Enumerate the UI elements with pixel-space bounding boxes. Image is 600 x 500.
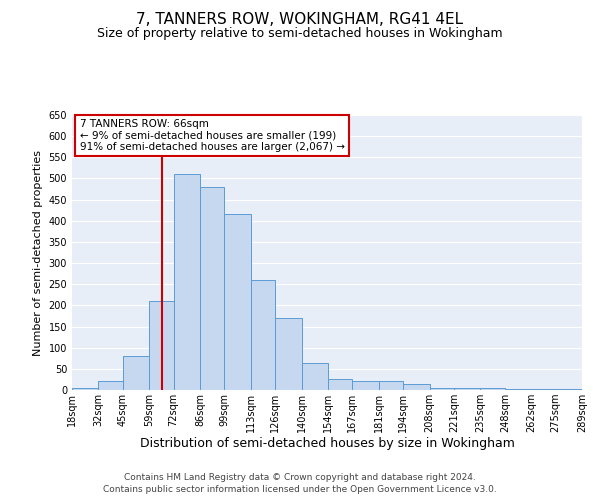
Bar xyxy=(430,388,454,390)
Bar xyxy=(275,318,302,390)
Bar xyxy=(149,301,173,390)
Bar xyxy=(531,388,556,390)
Bar xyxy=(328,378,352,390)
Y-axis label: Number of semi-detached properties: Number of semi-detached properties xyxy=(33,150,43,356)
Bar xyxy=(173,174,200,390)
Bar xyxy=(352,380,379,390)
Bar xyxy=(454,388,481,390)
Text: 7, TANNERS ROW, WOKINGHAM, RG41 4EL: 7, TANNERS ROW, WOKINGHAM, RG41 4EL xyxy=(136,12,464,28)
Bar xyxy=(556,388,582,390)
Text: Distribution of semi-detached houses by size in Wokingham: Distribution of semi-detached houses by … xyxy=(140,438,514,450)
Bar xyxy=(302,362,328,390)
Bar xyxy=(505,388,531,390)
Bar xyxy=(123,356,149,390)
Bar xyxy=(72,388,98,390)
Text: Size of property relative to semi-detached houses in Wokingham: Size of property relative to semi-detach… xyxy=(97,28,503,40)
Bar xyxy=(481,388,505,390)
Bar xyxy=(200,187,224,390)
Bar xyxy=(224,214,251,390)
Text: Contains public sector information licensed under the Open Government Licence v3: Contains public sector information licen… xyxy=(103,485,497,494)
Bar xyxy=(379,380,403,390)
Bar xyxy=(98,380,123,390)
Text: 7 TANNERS ROW: 66sqm
← 9% of semi-detached houses are smaller (199)
91% of semi-: 7 TANNERS ROW: 66sqm ← 9% of semi-detach… xyxy=(80,119,344,152)
Text: Contains HM Land Registry data © Crown copyright and database right 2024.: Contains HM Land Registry data © Crown c… xyxy=(124,472,476,482)
Bar xyxy=(403,384,430,390)
Bar xyxy=(251,280,275,390)
